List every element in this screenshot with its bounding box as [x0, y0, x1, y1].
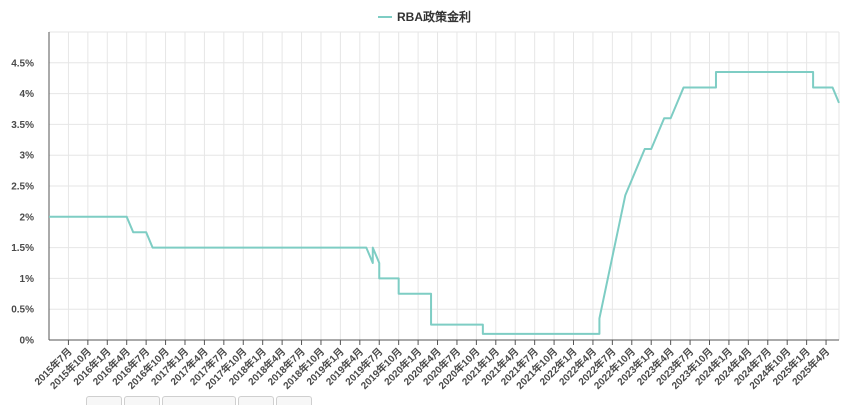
- scroll-tab[interactable]: [276, 396, 312, 405]
- y-tick-label: 0%: [20, 336, 35, 347]
- y-tick-label: 0.5%: [11, 305, 34, 316]
- y-tick-label: 4%: [20, 89, 35, 100]
- scroll-tab[interactable]: [86, 396, 122, 405]
- y-tick-label: 3.5%: [11, 120, 34, 131]
- y-tick-label: 3%: [20, 151, 35, 162]
- y-tick-label: 1%: [20, 274, 35, 285]
- series-line-0[interactable]: [49, 71, 840, 335]
- grid-lines: [49, 31, 840, 340]
- y-tick-label: 1.5%: [11, 243, 34, 254]
- axes: [48, 32, 839, 345]
- scroll-tab[interactable]: [124, 396, 160, 405]
- y-tick-label: 4.5%: [11, 58, 34, 69]
- x-tick-labels: 2015年7月2015年10月2016年1月2016年4月2016年7月2016…: [32, 345, 833, 392]
- legend[interactable]: RBA政策金利: [378, 9, 471, 24]
- scroll-tab[interactable]: [162, 396, 236, 405]
- scroll-tab[interactable]: [238, 396, 274, 405]
- series-lines: [49, 71, 840, 335]
- y-tick-label: 2%: [20, 212, 35, 223]
- legend-label: RBA政策金利: [397, 9, 471, 24]
- y-tick-label: 2.5%: [11, 182, 34, 193]
- y-tick-labels: 0% 0.5% 1% 1.5% 2% 2.5% 3% 3.5% 4% 4.5%: [11, 58, 34, 346]
